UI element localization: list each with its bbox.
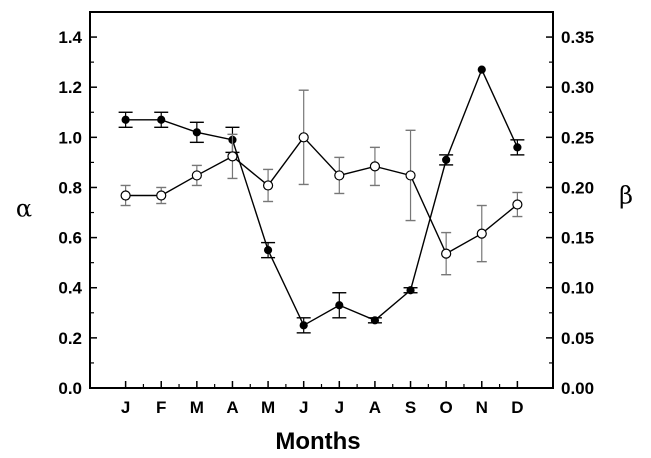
data-point: [227, 151, 238, 162]
data-point: [121, 115, 130, 124]
y-right-tick-label: 0.10: [561, 279, 594, 298]
data-point: [263, 246, 273, 255]
data-point: [405, 170, 416, 181]
series-2: [120, 89, 523, 276]
data-point: [441, 248, 452, 259]
data-point: [512, 199, 523, 210]
data-point: [477, 65, 486, 74]
data-point: [299, 321, 308, 330]
x-tick-label: J: [121, 398, 130, 417]
series-1: [118, 65, 525, 334]
data-point: [513, 143, 522, 152]
y-left-tick-label: 0.8: [58, 178, 82, 197]
x-tick-label: A: [369, 398, 381, 417]
data-point: [120, 190, 131, 201]
data-point: [476, 228, 487, 239]
data-point: [156, 190, 167, 201]
y-left-tick-label: 0.0: [58, 379, 82, 398]
x-tick-label: F: [156, 398, 166, 417]
series-line: [125, 67, 519, 327]
data-point: [191, 170, 202, 181]
data-point: [335, 301, 344, 310]
data-point: [334, 170, 345, 181]
x-tick-label: J: [335, 398, 344, 417]
y-right-tick-label: 0.15: [561, 229, 594, 248]
x-tick-label: M: [190, 398, 204, 417]
labels-layer: 0.0 0.2 0.4 0.6 0.8 1.0 1.2 1.4 0.00 0.05 0.10 0.15…: [58, 28, 594, 417]
axes: [89, 11, 554, 389]
y-right-tick-label: 0.25: [561, 128, 594, 147]
series-layer: [118, 65, 525, 334]
x-tick-label: M: [261, 398, 275, 417]
y-right-tick-label: 0.20: [561, 178, 594, 197]
x-tick-label: J: [299, 398, 308, 417]
series-line: [125, 136, 518, 255]
data-point: [262, 180, 274, 191]
data-point: [192, 128, 201, 137]
x-axis-title: Months: [275, 428, 360, 455]
y-axis-right-title: β: [619, 182, 633, 210]
y-right-tick-label: 0.30: [561, 78, 594, 97]
y-left-tick-label: 1.4: [58, 28, 82, 47]
data-point: [298, 132, 309, 143]
y-right-tick-label: 0.35: [561, 28, 594, 47]
x-tick-label: D: [511, 398, 523, 417]
y-left-tick-label: 1.2: [58, 78, 82, 97]
data-point: [406, 286, 415, 295]
y-left-tick-label: 0.4: [58, 279, 82, 298]
y-left-tick-label: 0.2: [58, 329, 82, 348]
x-tick-label: O: [440, 398, 453, 417]
data-point: [370, 316, 380, 325]
data-point: [369, 161, 381, 172]
y-right-tick-label: 0.00: [561, 379, 594, 398]
y-axis-left-title: α: [16, 195, 32, 223]
y-left-tick-label: 1.0: [58, 128, 82, 147]
data-point: [157, 115, 166, 124]
y-left-tick-label: 0.6: [58, 229, 82, 248]
x-tick-label: A: [226, 398, 238, 417]
data-point: [442, 155, 451, 164]
x-tick-label: S: [405, 398, 416, 417]
x-tick-label: N: [476, 398, 488, 417]
y-right-tick-label: 0.05: [561, 329, 594, 348]
